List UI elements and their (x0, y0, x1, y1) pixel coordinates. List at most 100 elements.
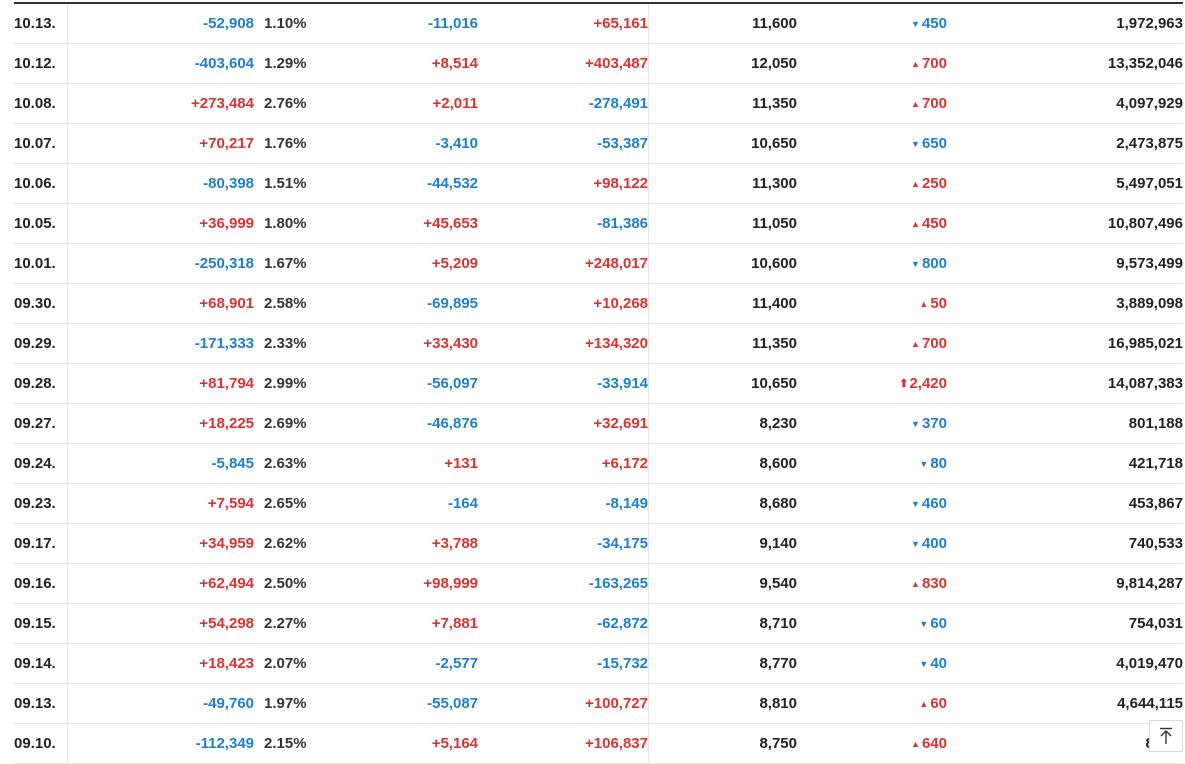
table-row: 10.13. -52,908 1.10% -11,016 +65,161 11,600 ▼ 4… (14, 4, 1183, 44)
table-row: 09.14. +18,423 2.07% -2,577 -15,732 8,770 ▼ 40 4… (14, 643, 1183, 684)
individual-net-cell: -403,604 (67, 43, 254, 84)
foreign-net-cell: +45,653 (350, 203, 478, 244)
table-row: 09.29. -171,333 2.33% +33,430 +134,320 11,350… (14, 323, 1183, 364)
price-change-cell: ▼ 450 (797, 4, 947, 44)
ratio-cell: 1.67% (254, 243, 350, 284)
up-triangle-icon: ▲ (911, 739, 920, 749)
price-change-cell: ▼ 650 (797, 123, 947, 164)
arrow-to-top-icon (1158, 727, 1174, 745)
down-triangle-icon: ▼ (911, 499, 920, 509)
up-triangle-icon: ▲ (919, 699, 929, 709)
down-triangle-icon: ▼ (919, 619, 929, 629)
individual-net-cell: +62,494 (67, 563, 254, 604)
table-row: 09.23. +7,594 2.65% -164 -8,149 8,680 ▼ 460 453,… (14, 483, 1183, 524)
volume-cell: 13,352,046 (947, 43, 1183, 84)
scroll-to-top-button[interactable] (1149, 720, 1183, 752)
date-cell: 09.17. (14, 523, 68, 564)
table-row: 10.08. +273,484 2.76% +2,011 -278,491 11,350 ▲… (14, 83, 1183, 124)
up-triangle-icon: ▲ (911, 99, 920, 109)
table-row: 10.12. -403,604 1.29% +8,514 +403,487 12,050 ▲… (14, 43, 1183, 84)
individual-net-cell: +18,423 (67, 643, 254, 684)
table-row: 10.01. -250,318 1.67% +5,209 +248,017 10,600 ▼… (14, 243, 1183, 284)
foreign-net-cell: +3,788 (350, 523, 478, 564)
ratio-cell: 2.50% (254, 563, 350, 604)
date-cell: 09.14. (14, 643, 68, 684)
volume-cell: 421,718 (947, 443, 1183, 484)
table-row: 09.27. +18,225 2.69% -46,876 +32,691 8,230 ▼ 37… (14, 403, 1183, 444)
institution-net-cell: -278,491 (478, 83, 649, 124)
ratio-cell: 2.76% (254, 83, 350, 124)
price-change-cell: ▼ 370 (797, 403, 947, 444)
close-price-cell: 9,140 (648, 523, 797, 564)
price-change-value: 50 (930, 295, 947, 312)
price-change-value: 2,420 (909, 375, 947, 392)
close-price-cell: 8,680 (648, 483, 797, 524)
price-change-cell: ⬆2,420 (797, 363, 947, 404)
table-row: 09.15. +54,298 2.27% +7,881 -62,872 8,710 ▼ 60 7… (14, 603, 1183, 644)
individual-net-cell: -5,845 (67, 443, 254, 484)
institution-net-cell: +32,691 (478, 403, 649, 444)
down-triangle-icon: ▼ (919, 659, 929, 669)
price-change-value: 650 (921, 135, 947, 152)
foreign-net-cell: +5,164 (350, 723, 478, 764)
upper-limit-arrow-icon: ⬆ (899, 378, 909, 390)
foreign-net-cell: -3,410 (350, 123, 478, 164)
volume-cell: 9,573,499 (947, 243, 1183, 284)
close-price-cell: 11,350 (648, 323, 797, 364)
table-body: 10.13. -52,908 1.10% -11,016 +65,161 11,600 ▼ 4… (14, 4, 1183, 764)
volume-cell: 3,889,098 (947, 283, 1183, 324)
ratio-cell: 1.51% (254, 163, 350, 204)
ratio-cell: 2.33% (254, 323, 350, 364)
price-change-cell: ▲ 700 (797, 83, 947, 124)
price-change-cell: ▲ 50 (797, 283, 947, 324)
down-triangle-icon: ▼ (919, 459, 929, 469)
close-price-cell: 11,600 (648, 4, 797, 44)
investor-trading-table: 10.13. -52,908 1.10% -11,016 +65,161 11,600 ▼ 4… (14, 4, 1183, 764)
date-cell: 10.06. (14, 163, 68, 204)
table-row: 09.28. +81,794 2.99% -56,097 -33,914 10,650 ⬆2… (14, 363, 1183, 404)
foreign-net-cell: -164 (350, 483, 478, 524)
table-row: 09.24. -5,845 2.63% +131 +6,172 8,600 ▼ 80 421,7… (14, 443, 1183, 484)
table-row: 10.07. +70,217 1.76% -3,410 -53,387 10,650 ▼ 65… (14, 123, 1183, 164)
institution-net-cell: +100,727 (478, 683, 649, 724)
date-cell: 09.10. (14, 723, 68, 764)
ratio-cell: 1.10% (254, 4, 350, 44)
up-triangle-icon: ▲ (911, 219, 920, 229)
price-change-value: 640 (921, 735, 947, 752)
foreign-net-cell: +5,209 (350, 243, 478, 284)
close-price-cell: 10,600 (648, 243, 797, 284)
ratio-cell: 2.99% (254, 363, 350, 404)
price-change-value: 370 (921, 415, 947, 432)
foreign-net-cell: +7,881 (350, 603, 478, 644)
date-cell: 09.29. (14, 323, 68, 364)
institution-net-cell: +134,320 (478, 323, 649, 364)
individual-net-cell: +273,484 (67, 83, 254, 124)
date-cell: 10.05. (14, 203, 68, 244)
volume-cell: 9,814,287 (947, 563, 1183, 604)
volume-cell: 4,097,929 (947, 83, 1183, 124)
close-price-cell: 11,300 (648, 163, 797, 204)
price-change-value: 700 (921, 335, 947, 352)
close-price-cell: 8,770 (648, 643, 797, 684)
individual-net-cell: -49,760 (67, 683, 254, 724)
foreign-net-cell: +2,011 (350, 83, 478, 124)
down-triangle-icon: ▼ (911, 19, 920, 29)
volume-cell: 740,533 (947, 523, 1183, 564)
foreign-net-cell: +98,999 (350, 563, 478, 604)
price-change-value: 60 (930, 695, 947, 712)
institution-net-cell: -8,149 (478, 483, 649, 524)
price-change-value: 460 (921, 495, 947, 512)
price-change-cell: ▲ 250 (797, 163, 947, 204)
institution-net-cell: -62,872 (478, 603, 649, 644)
institution-net-cell: +65,161 (478, 4, 649, 44)
table-top-rule (14, 2, 1183, 4)
ratio-cell: 2.62% (254, 523, 350, 564)
close-price-cell: 8,810 (648, 683, 797, 724)
price-change-cell: ▼ 60 (797, 603, 947, 644)
volume-cell: 5,497,051 (947, 163, 1183, 204)
institution-net-cell: +248,017 (478, 243, 649, 284)
close-price-cell: 10,650 (648, 363, 797, 404)
price-change-cell: ▲ 450 (797, 203, 947, 244)
individual-net-cell: -250,318 (67, 243, 254, 284)
date-cell: 09.16. (14, 563, 68, 604)
